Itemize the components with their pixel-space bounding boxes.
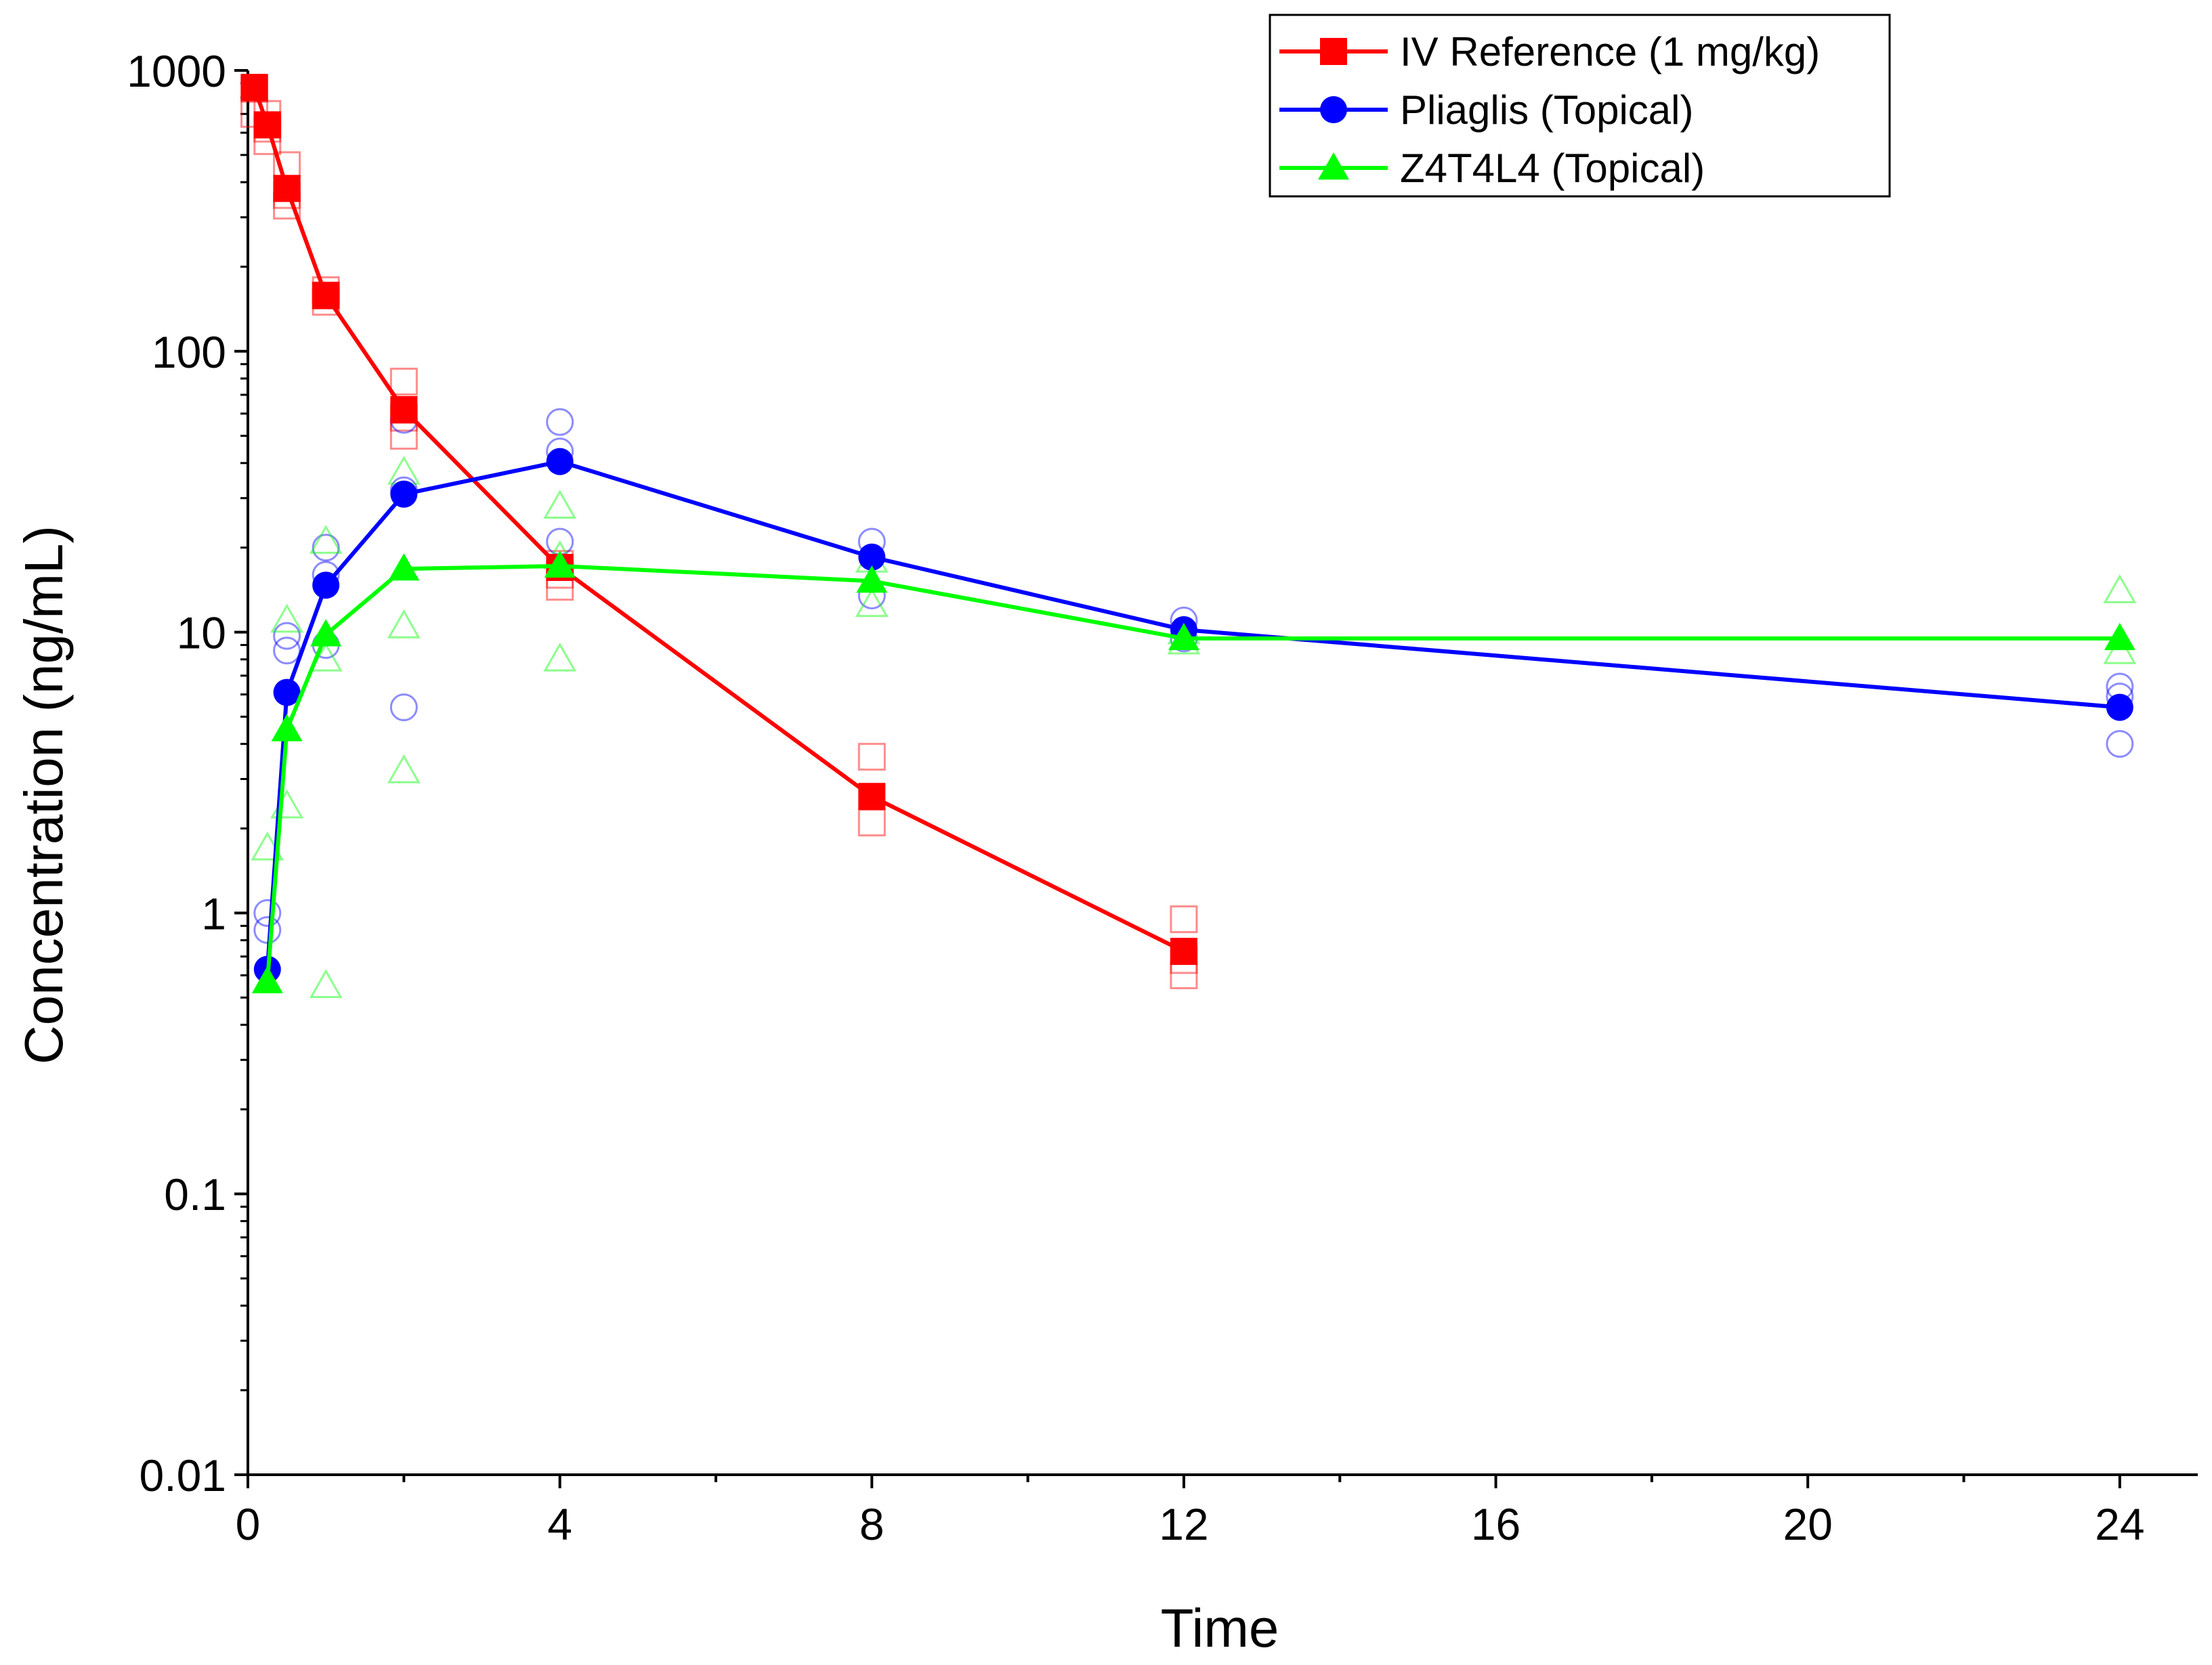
mean-point	[273, 678, 301, 706]
individual-point	[387, 609, 421, 639]
series-individual-points	[240, 74, 1198, 989]
y-tick-label: 10	[177, 608, 226, 658]
mean-point	[546, 448, 574, 475]
y-axis-title: Concentration (ng/mL)	[14, 525, 74, 1064]
x-tick-label: 16	[1471, 1499, 1520, 1549]
individual-point	[270, 603, 304, 633]
mean-point	[2106, 693, 2133, 721]
individual-point	[546, 408, 574, 436]
mean-point	[1168, 622, 1199, 651]
mean-point	[388, 553, 420, 581]
individual-point	[309, 969, 343, 998]
legend: IV Reference (1 mg/kg) Pliaglis (Topical)…	[1269, 14, 1891, 198]
y-tick-label: 100	[152, 327, 226, 377]
individual-point	[2103, 635, 2137, 664]
axes-layer	[234, 69, 2198, 1488]
mean-point	[312, 571, 340, 599]
individual-point	[389, 368, 418, 396]
series-line	[265, 459, 2121, 970]
mean-point	[251, 966, 283, 993]
y-tick-label: 0.1	[164, 1169, 226, 1219]
individual-point	[312, 534, 340, 562]
individual-point	[543, 490, 577, 519]
series-individual-points	[251, 456, 2137, 998]
x-tick-label: 0	[236, 1499, 261, 1549]
individual-point	[1170, 961, 1198, 989]
mean-point	[390, 480, 418, 508]
individual-point	[309, 525, 343, 554]
legend-label: Z4T4L4 (Topical)	[1400, 146, 1705, 191]
individual-point	[857, 743, 886, 771]
series-line	[265, 563, 2120, 982]
mean-point	[544, 550, 576, 578]
x-tick-label: 12	[1159, 1499, 1208, 1549]
mean-point	[390, 395, 418, 423]
legend-swatch-marker	[1320, 96, 1347, 123]
individual-point	[273, 636, 301, 665]
legend-label: IV Reference (1 mg/kg)	[1400, 29, 1820, 74]
individual-point	[253, 915, 282, 944]
individual-point	[2106, 730, 2134, 758]
mean-point	[240, 74, 268, 102]
individual-point	[857, 808, 886, 837]
individual-point	[387, 456, 421, 485]
mean-point	[312, 282, 340, 309]
mean-point	[1170, 938, 1197, 966]
mean-point	[310, 619, 342, 647]
legend-swatch-marker	[1320, 38, 1347, 65]
x-tick-label: 20	[1783, 1499, 1832, 1549]
x-tick-label: 8	[859, 1499, 885, 1549]
mean-point	[2104, 622, 2135, 651]
individual-point	[543, 642, 577, 672]
mean-point	[273, 175, 301, 202]
individual-point	[855, 588, 889, 618]
series-mean	[251, 550, 2135, 993]
individual-point	[389, 693, 418, 722]
x-tick-label: 4	[547, 1499, 572, 1549]
y-tick-label: 0.01	[140, 1450, 226, 1500]
individual-point	[387, 754, 421, 783]
series-mean	[253, 448, 2133, 983]
individual-point	[273, 622, 301, 650]
mean-point	[271, 714, 303, 741]
x-tick-label: 24	[2095, 1499, 2144, 1549]
mean-point	[858, 783, 886, 810]
x-axis-title: Time	[1161, 1598, 1279, 1658]
individual-point	[389, 422, 418, 450]
individual-point	[1170, 905, 1198, 934]
individual-point	[253, 899, 282, 927]
series-mean	[240, 74, 1197, 966]
y-tick-label: 1	[201, 888, 226, 938]
individual-point	[2103, 574, 2137, 603]
series-line	[252, 87, 1185, 953]
series-individual-points	[253, 406, 2134, 944]
legend-swatch-marker	[1318, 152, 1349, 180]
legend-label: Pliaglis (Topical)	[1400, 87, 1693, 133]
mean-point	[856, 565, 888, 593]
tick-labels-layer: 0 4 8 12 16 20 24 0.01 0.1 1 10 100 1000	[127, 46, 2144, 1549]
mean-point	[858, 543, 886, 571]
mean-point	[253, 111, 281, 139]
series-layer	[240, 74, 2137, 998]
y-tick-label: 1000	[127, 46, 226, 96]
